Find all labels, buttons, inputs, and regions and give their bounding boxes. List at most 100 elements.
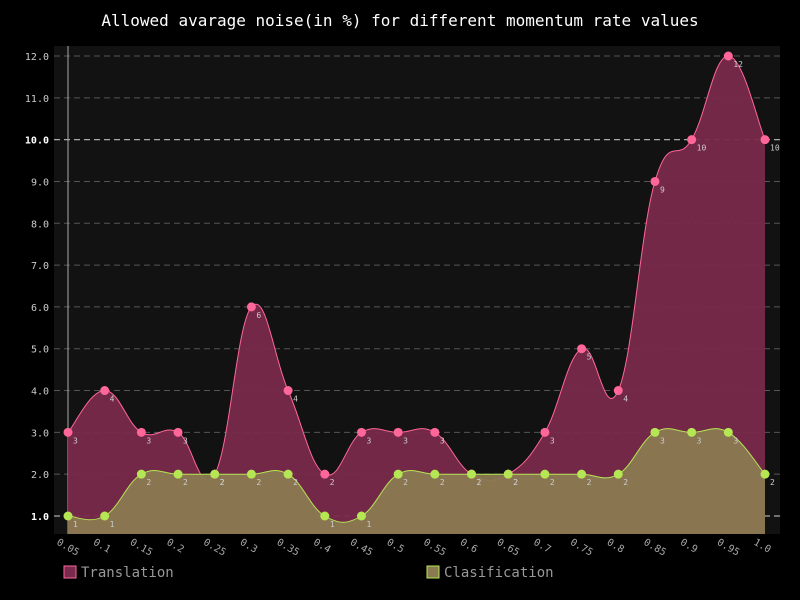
data-point-translation[interactable]: [320, 469, 330, 479]
data-label-clasification: 2: [256, 478, 261, 487]
legend-label-translation[interactable]: Translation: [81, 565, 174, 581]
data-point-translation[interactable]: [760, 135, 770, 145]
data-point-clasification[interactable]: [173, 469, 183, 479]
data-point-translation[interactable]: [613, 386, 623, 396]
data-point-translation[interactable]: [100, 386, 110, 396]
y-tick-label: 6.0: [31, 303, 49, 314]
data-point-clasification[interactable]: [63, 511, 73, 521]
data-point-translation[interactable]: [63, 427, 73, 437]
data-point-clasification[interactable]: [467, 469, 477, 479]
data-label-translation: 10: [770, 144, 780, 153]
data-label-clasification: 2: [770, 478, 775, 487]
data-label-translation: 4: [110, 395, 115, 404]
data-label-translation: 2: [513, 478, 518, 487]
data-label-clasification: 2: [220, 478, 225, 487]
data-point-translation[interactable]: [723, 51, 733, 61]
data-point-clasification[interactable]: [687, 427, 697, 437]
chart-title: Allowed avarage noise(in %) for differen…: [101, 11, 698, 30]
data-point-translation[interactable]: [687, 135, 697, 145]
data-point-clasification[interactable]: [760, 469, 770, 479]
legend-swatch-clasification: [426, 565, 440, 579]
series-area-translation: [68, 56, 765, 534]
data-point-clasification[interactable]: [210, 469, 220, 479]
data-label-translation: 3: [73, 436, 78, 445]
data-point-translation[interactable]: [283, 386, 293, 396]
data-point-clasification[interactable]: [356, 511, 366, 521]
data-label-translation: 9: [660, 185, 665, 194]
data-label-translation: 4: [293, 395, 298, 404]
legend: Translation Clasification: [63, 565, 554, 581]
y-tick-label: 7.0: [31, 261, 49, 272]
data-label-translation: 3: [183, 436, 188, 445]
data-point-clasification[interactable]: [246, 469, 256, 479]
data-label-clasification: 3: [660, 436, 665, 445]
data-label-clasification: 2: [477, 478, 482, 487]
data-point-clasification[interactable]: [100, 511, 110, 521]
data-label-clasification: 2: [550, 478, 555, 487]
y-tick-label: 8.0: [31, 219, 49, 230]
data-point-translation[interactable]: [246, 302, 256, 312]
y-tick-label: 9.0: [31, 177, 49, 188]
data-label-clasification: 3: [697, 436, 702, 445]
data-point-clasification[interactable]: [723, 427, 733, 437]
data-point-clasification[interactable]: [320, 511, 330, 521]
data-label-translation: 3: [550, 436, 555, 445]
data-point-translation[interactable]: [136, 427, 146, 437]
data-label-translation: 2: [220, 478, 225, 487]
data-label-clasification: 1: [110, 520, 115, 529]
data-point-clasification[interactable]: [613, 469, 623, 479]
data-label-clasification: 2: [440, 478, 445, 487]
data-point-translation[interactable]: [650, 176, 660, 186]
data-point-translation[interactable]: [173, 427, 183, 437]
data-label-translation: 5: [587, 353, 592, 362]
data-point-clasification[interactable]: [136, 469, 146, 479]
data-label-translation: 6: [256, 311, 261, 320]
data-points: [63, 51, 770, 521]
data-label-clasification: 2: [403, 478, 408, 487]
data-label-translation: 2: [477, 478, 482, 487]
data-point-translation[interactable]: [577, 344, 587, 354]
data-label-clasification: 2: [623, 478, 628, 487]
data-label-clasification: 2: [183, 478, 188, 487]
data-point-clasification[interactable]: [540, 469, 550, 479]
data-point-clasification[interactable]: [503, 469, 513, 479]
data-point-translation[interactable]: [356, 427, 366, 437]
data-label-clasification: 2: [513, 478, 518, 487]
data-label-translation: 2: [330, 478, 335, 487]
data-label-translation: 3: [440, 436, 445, 445]
y-tick-label: 10.0: [25, 136, 49, 147]
y-tick-label: 2.0: [31, 470, 49, 481]
data-label-translation: 12: [733, 60, 743, 69]
data-label-clasification: 1: [366, 520, 371, 529]
data-label-translation: 3: [366, 436, 371, 445]
data-point-clasification[interactable]: [577, 469, 587, 479]
data-point-clasification[interactable]: [393, 469, 403, 479]
data-point-translation[interactable]: [430, 427, 440, 437]
legend-swatch-translation: [63, 565, 77, 579]
data-label-translation: 4: [623, 395, 628, 404]
data-label-clasification: 1: [330, 520, 335, 529]
y-tick-label: 1.0: [31, 512, 49, 523]
data-point-clasification[interactable]: [283, 469, 293, 479]
y-axis: 1.0 2.0 3.0 4.0 5.0 6.0 7.0 8.0 9.0 10.0 11.0 12.0: [25, 52, 49, 523]
data-label-clasification: 2: [146, 478, 151, 487]
legend-label-clasification[interactable]: Clasification: [444, 565, 554, 581]
y-tick-label: 4.0: [31, 387, 49, 398]
y-tick-label: 5.0: [31, 345, 49, 356]
y-tick-label: 3.0: [31, 428, 49, 439]
y-tick-label: 11.0: [25, 94, 49, 105]
series-area-clasification: [68, 428, 765, 534]
data-point-translation[interactable]: [393, 427, 403, 437]
data-label-clasification: 2: [587, 478, 592, 487]
data-point-clasification[interactable]: [430, 469, 440, 479]
data-label-clasification: 2: [293, 478, 298, 487]
data-label-translation: 3: [403, 436, 408, 445]
y-tick-label: 12.0: [25, 52, 49, 63]
data-label-clasification: 1: [73, 520, 78, 529]
data-label-translation: 10: [697, 144, 707, 153]
data-point-clasification[interactable]: [650, 427, 660, 437]
data-label-clasification: 3: [733, 436, 738, 445]
data-point-translation[interactable]: [540, 427, 550, 437]
